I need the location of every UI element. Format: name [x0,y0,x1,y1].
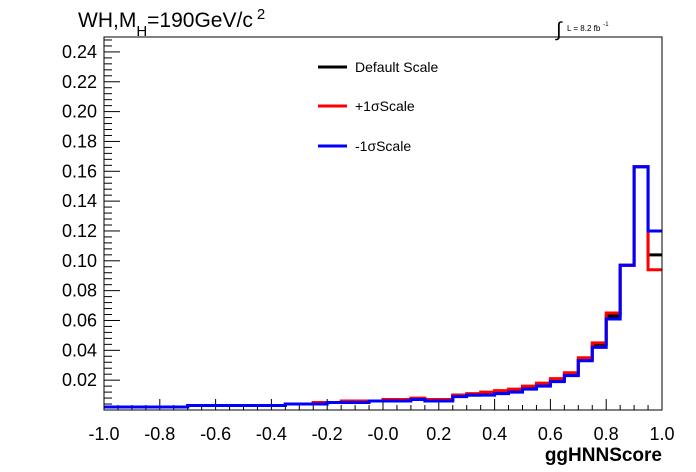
chart-title: WH,MH=190GeV/c 2 [78,6,265,40]
y-tick-label: 0.10 [62,251,97,271]
x-tick-label: -1.0 [88,424,119,444]
legend-label-1: +1σScale [355,98,415,114]
legend: Default Scale +1σScale -1σScale [318,59,438,154]
x-tick-label: 0.4 [482,424,507,444]
x-tick-label: 0.2 [426,424,451,444]
luminosity-superscript: -1 [603,22,609,28]
y-tick-label: 0.22 [62,72,97,92]
legend-label-2: -1σScale [355,138,411,154]
x-axis-label: ggHNNScore [545,445,662,466]
plot-frame [103,36,663,411]
y-tick-label: 0.12 [62,221,97,241]
legend-label-0: Default Scale [355,59,438,75]
y-tick-label: 0.14 [62,191,97,211]
histogram-series [104,165,662,409]
x-tick-label: -0.4 [256,424,287,444]
y-tick-label: 0.06 [62,310,97,330]
luminosity-integral: ∫ [555,19,563,41]
series-2-histogram-line [104,165,662,409]
x-tick-label: 0.6 [538,424,563,444]
y-tick-label: 0.18 [62,131,97,151]
luminosity-text: L = 8.2 fb [567,24,601,33]
x-tick-label: -0.2 [312,424,343,444]
x-tick-label: -0.8 [144,424,175,444]
x-tick-label: 1.0 [649,424,674,444]
title-subscript: H [136,23,147,40]
y-tick-label: 0.02 [62,370,97,390]
y-tick-label: 0.08 [62,281,97,301]
luminosity-label: L = 8.2 fb -1 [567,22,609,33]
axis-tick-labels: -1.0 -0.8 -0.6 -0.4 -0.2 -0.0 0.2 0.4 0.6 0.8 1.0 0… [62,42,675,444]
x-tick-label: 0.8 [594,424,619,444]
y-tick-label: 0.20 [62,102,97,122]
title-main: WH,M [78,9,136,32]
x-tick-label: -0.6 [200,424,231,444]
title-superscript: 2 [257,6,265,23]
y-tick-label: 0.24 [62,42,97,62]
title-rest: =190GeV/c [147,9,253,32]
y-tick-label: 0.16 [62,161,97,181]
y-tick-label: 0.04 [62,340,97,360]
x-tick-label: -0.0 [367,424,398,444]
